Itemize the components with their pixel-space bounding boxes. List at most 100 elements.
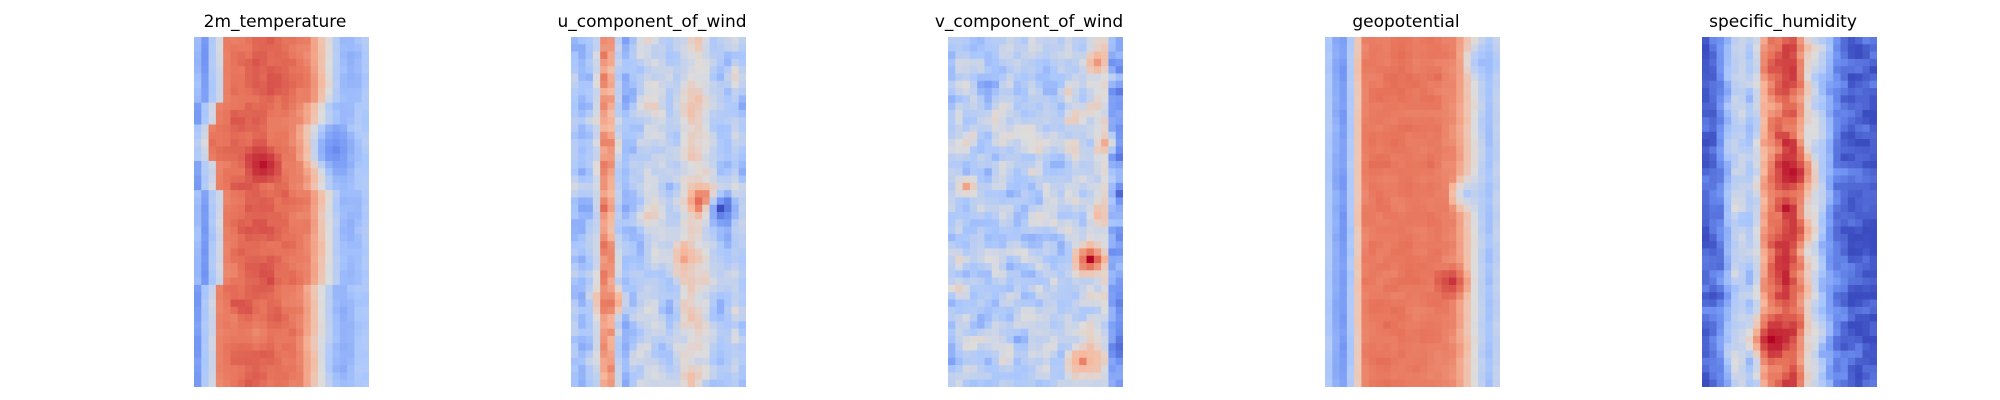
heatmap-cell	[296, 212, 304, 220]
heatmap-cell	[738, 372, 746, 381]
heatmap-cell	[1470, 350, 1479, 359]
heatmap-cell	[629, 102, 638, 111]
heatmap-cell	[1869, 58, 1877, 67]
heatmap-cell	[1325, 131, 1333, 140]
heatmap-cell	[1731, 102, 1740, 111]
heatmap-cell	[724, 328, 733, 337]
heatmap-cell	[1478, 292, 1487, 301]
heatmap-cell	[1368, 350, 1377, 359]
heatmap-cell	[1064, 263, 1073, 271]
heatmap-cell	[1492, 350, 1500, 359]
heatmap-cell	[687, 328, 696, 337]
heatmap-cell	[245, 153, 253, 162]
heatmap-cell	[1485, 139, 1494, 147]
heatmap-cell	[1448, 328, 1457, 337]
heatmap-cell	[1354, 292, 1363, 301]
heatmap-cell	[1042, 44, 1051, 53]
heatmap-cell	[1383, 44, 1392, 53]
heatmap-cell	[1485, 350, 1494, 359]
heatmap-cell	[1405, 212, 1414, 220]
heatmap-cell	[731, 73, 740, 82]
heatmap-cell	[288, 277, 297, 286]
heatmap-cell	[702, 175, 711, 184]
heatmap-cell	[738, 139, 746, 147]
heatmap-cell	[1470, 88, 1479, 96]
heatmap-cell	[629, 80, 638, 89]
heatmap-cell	[716, 306, 725, 315]
heatmap-cell	[347, 66, 356, 75]
heatmap-cell	[1042, 117, 1051, 126]
heatmap-cell	[948, 350, 956, 359]
heatmap-cell	[955, 182, 964, 191]
heatmap-cell	[955, 160, 964, 169]
heatmap-cell	[1376, 292, 1384, 301]
heatmap-cell	[999, 292, 1007, 301]
heatmap-cell	[1035, 255, 1044, 264]
heatmap-cell	[1071, 328, 1080, 337]
heatmap-cell	[1050, 263, 1058, 271]
heatmap-cell	[651, 372, 660, 381]
heatmap-cell	[1434, 73, 1443, 82]
heatmap-cell	[1064, 80, 1073, 89]
heatmap-cell	[1354, 175, 1363, 184]
heatmap-cell	[1361, 335, 1370, 344]
heatmap-cell	[1325, 168, 1333, 177]
heatmap-cell	[651, 212, 660, 220]
heatmap-cell	[1702, 109, 1710, 118]
heatmap-cell	[1325, 365, 1333, 374]
heatmap-cell	[658, 102, 667, 111]
heatmap-cell	[354, 226, 363, 235]
heatmap-cell	[687, 197, 696, 206]
heatmap-cell	[252, 248, 261, 257]
heatmap-cell	[1079, 109, 1088, 118]
heatmap-cell	[607, 109, 616, 118]
heatmap-cell	[1332, 102, 1341, 111]
heatmap-cell	[1419, 51, 1428, 60]
heatmap-cell	[962, 321, 971, 330]
heatmap-cell	[281, 277, 290, 286]
heatmap-cell	[1434, 321, 1443, 330]
heatmap-cell	[1035, 299, 1044, 308]
heatmap-cell	[724, 102, 733, 111]
heatmap-cell	[1390, 139, 1399, 147]
heatmap-cell	[607, 321, 616, 330]
heatmap-cell	[252, 270, 261, 279]
heatmap-cell	[339, 124, 348, 133]
heatmap-cell	[354, 365, 363, 374]
heatmap-cell	[687, 58, 696, 67]
heatmap-cell	[1050, 95, 1058, 104]
heatmap-cell	[1376, 131, 1384, 140]
heatmap-cell	[651, 343, 660, 352]
heatmap-cell	[1101, 117, 1110, 126]
heatmap-cell	[1397, 51, 1406, 60]
heatmap-cell	[1325, 102, 1333, 111]
heatmap-cell	[230, 365, 239, 374]
heatmap-cell	[1419, 37, 1428, 45]
heatmap-cell	[622, 168, 630, 177]
heatmap-u-component-of-wind	[571, 37, 746, 387]
heatmap-cell	[1376, 263, 1384, 271]
heatmap-cell	[1434, 372, 1443, 381]
heatmap-cell	[1086, 124, 1095, 133]
heatmap-cell	[1013, 328, 1022, 337]
heatmap-cell	[1811, 51, 1820, 60]
heatmap-cell	[237, 263, 246, 271]
heatmap-cell	[252, 299, 261, 308]
heatmap-cell	[658, 226, 667, 235]
heatmap-cell	[1013, 212, 1022, 220]
heatmap-cell	[303, 335, 312, 344]
heatmap-cell	[1071, 175, 1080, 184]
heatmap-cell	[1101, 102, 1110, 111]
heatmap-cell	[230, 139, 239, 147]
heatmap-cell	[1071, 37, 1080, 45]
heatmap-cell	[1361, 109, 1370, 118]
heatmap-cell	[1405, 357, 1414, 366]
heatmap-cell	[1361, 124, 1370, 133]
heatmap-cell	[1325, 109, 1333, 118]
heatmap-cell	[1441, 190, 1450, 199]
heatmap-cell	[651, 95, 660, 104]
heatmap-cell	[1434, 66, 1443, 75]
heatmap-cell	[731, 88, 740, 96]
heatmap-cell	[1478, 102, 1487, 111]
heatmap-cell	[1397, 44, 1406, 53]
